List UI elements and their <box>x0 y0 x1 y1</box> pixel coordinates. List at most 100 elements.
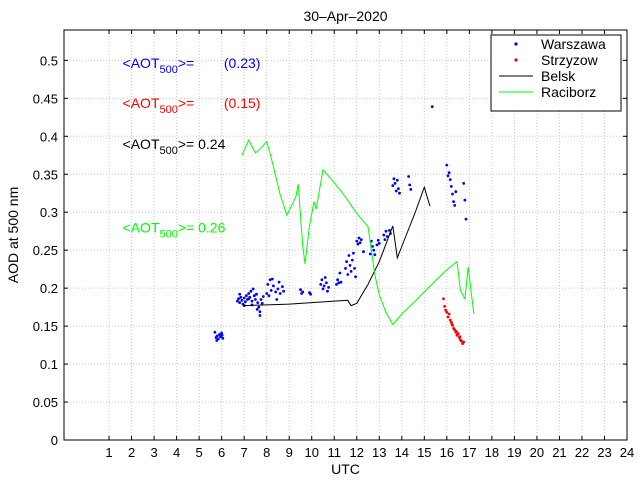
warszawa-point <box>215 334 219 338</box>
warszawa-point <box>299 288 302 292</box>
warszawa-point <box>322 284 326 288</box>
warszawa-point <box>408 183 412 187</box>
warszawa-point <box>358 241 362 245</box>
warszawa-point <box>249 289 253 293</box>
warszawa-point <box>370 239 373 243</box>
y-tick-label: 0.05 <box>33 395 58 410</box>
warszawa-point <box>464 217 468 221</box>
warszawa-point <box>237 297 240 301</box>
warszawa-point <box>220 333 224 337</box>
y-tick-label: 0.4 <box>40 129 58 144</box>
warszawa-point <box>255 292 258 296</box>
warszawa-point <box>259 298 263 301</box>
warszawa-point <box>255 308 259 311</box>
warszawa-point <box>276 287 280 291</box>
x-tick-label: 22 <box>575 445 589 460</box>
warszawa-point <box>394 189 398 193</box>
warszawa-point <box>356 242 360 246</box>
y-tick-label: 0.3 <box>40 205 58 220</box>
warszawa-point <box>309 292 312 296</box>
x-tick-label: 5 <box>196 445 203 460</box>
warszawa-point <box>372 248 376 252</box>
warszawa-point <box>265 292 269 295</box>
x-axis-label: UTC <box>331 461 360 477</box>
warszawa-point <box>447 171 451 175</box>
warszawa-point <box>463 198 467 202</box>
warszawa-point <box>243 300 247 304</box>
warszawa-point <box>388 229 391 232</box>
warszawa-point <box>338 271 342 275</box>
warszawa-point <box>236 299 239 303</box>
warszawa-point <box>448 178 452 182</box>
warszawa-point <box>275 298 279 301</box>
x-tick-label: 9 <box>286 445 293 460</box>
warszawa-point <box>362 250 365 254</box>
aot-annotation-value: (0.23) <box>224 55 261 71</box>
warszawa-point <box>272 284 275 288</box>
warszawa-point <box>218 333 221 336</box>
warszawa-point <box>240 298 244 302</box>
data-layer <box>213 105 475 345</box>
warszawa-point <box>345 260 348 263</box>
warszawa-point <box>221 336 225 340</box>
x-tick-label: 8 <box>263 445 270 460</box>
warszawa-point <box>220 331 224 335</box>
aot-annotation: <AOT500>= <box>123 55 195 76</box>
warszawa-point <box>335 283 338 286</box>
warszawa-point <box>339 280 343 284</box>
y-tick-labels: 0 0.05 0.1 0.15 0.2 0.25 0.3 0.35 0.4 0.45 0.5 <box>33 53 58 448</box>
x-tick-labels: 1 2 3 4 5 6 7 8 9 10 11 12 13 14 15 16 17 18 19 20 21 22 23 24 <box>105 445 634 460</box>
warszawa-point <box>270 277 274 281</box>
x-tick-label: 11 <box>327 445 341 460</box>
strzyzow-point <box>445 311 449 314</box>
warszawa-point <box>407 175 410 178</box>
warszawa-point <box>323 276 327 279</box>
warszawa-point <box>238 292 242 296</box>
x-tick-label: 1 <box>105 445 112 460</box>
warszawa-point <box>281 285 284 288</box>
warszawa-point <box>277 280 281 284</box>
warszawa-point <box>359 238 363 242</box>
warszawa-point <box>449 185 453 188</box>
warszawa-point <box>453 204 457 207</box>
x-tick-label: 12 <box>350 445 364 460</box>
x-tick-label: 6 <box>218 445 225 460</box>
warszawa-point <box>282 289 285 293</box>
raciborz-series-line <box>241 138 475 326</box>
warszawa-point <box>371 245 374 248</box>
warszawa-point <box>336 278 339 282</box>
warszawa-point <box>325 281 328 285</box>
warszawa-point <box>451 192 454 196</box>
x-tick-label: 2 <box>128 445 135 460</box>
x-tick-label: 23 <box>597 445 611 460</box>
legend-warszawa-label: Warszawa <box>541 36 606 52</box>
x-tick-label: 17 <box>462 445 476 460</box>
warszawa-point <box>357 236 361 240</box>
warszawa-point <box>350 258 354 262</box>
y-axis-label: AOD at 500 nm <box>5 187 21 284</box>
warszawa-point <box>368 252 372 256</box>
warszawa-point <box>347 254 351 257</box>
y-tick-label: 0.1 <box>40 357 58 372</box>
chart-title: 30–Apr–2020 <box>303 8 387 24</box>
warszawa-point <box>256 301 260 304</box>
warszawa-point <box>250 299 254 303</box>
x-tick-label: 13 <box>372 445 386 460</box>
warszawa-point <box>383 238 387 242</box>
warszawa-point <box>377 242 381 245</box>
warszawa-point <box>337 281 341 285</box>
warszawa-point <box>395 178 399 182</box>
warszawa-point <box>268 278 272 282</box>
warszawa-point <box>321 287 325 291</box>
warszawa-point <box>258 314 262 317</box>
warszawa-point <box>393 182 397 185</box>
strzyzow-point <box>456 332 460 336</box>
warszawa-point <box>254 298 257 301</box>
warszawa-point <box>384 229 388 233</box>
legend-box <box>490 34 622 112</box>
strzyzow-point <box>454 330 458 333</box>
x-tick-label: 7 <box>241 445 248 460</box>
warszawa-point <box>245 294 248 298</box>
warszawa-point <box>261 295 265 298</box>
